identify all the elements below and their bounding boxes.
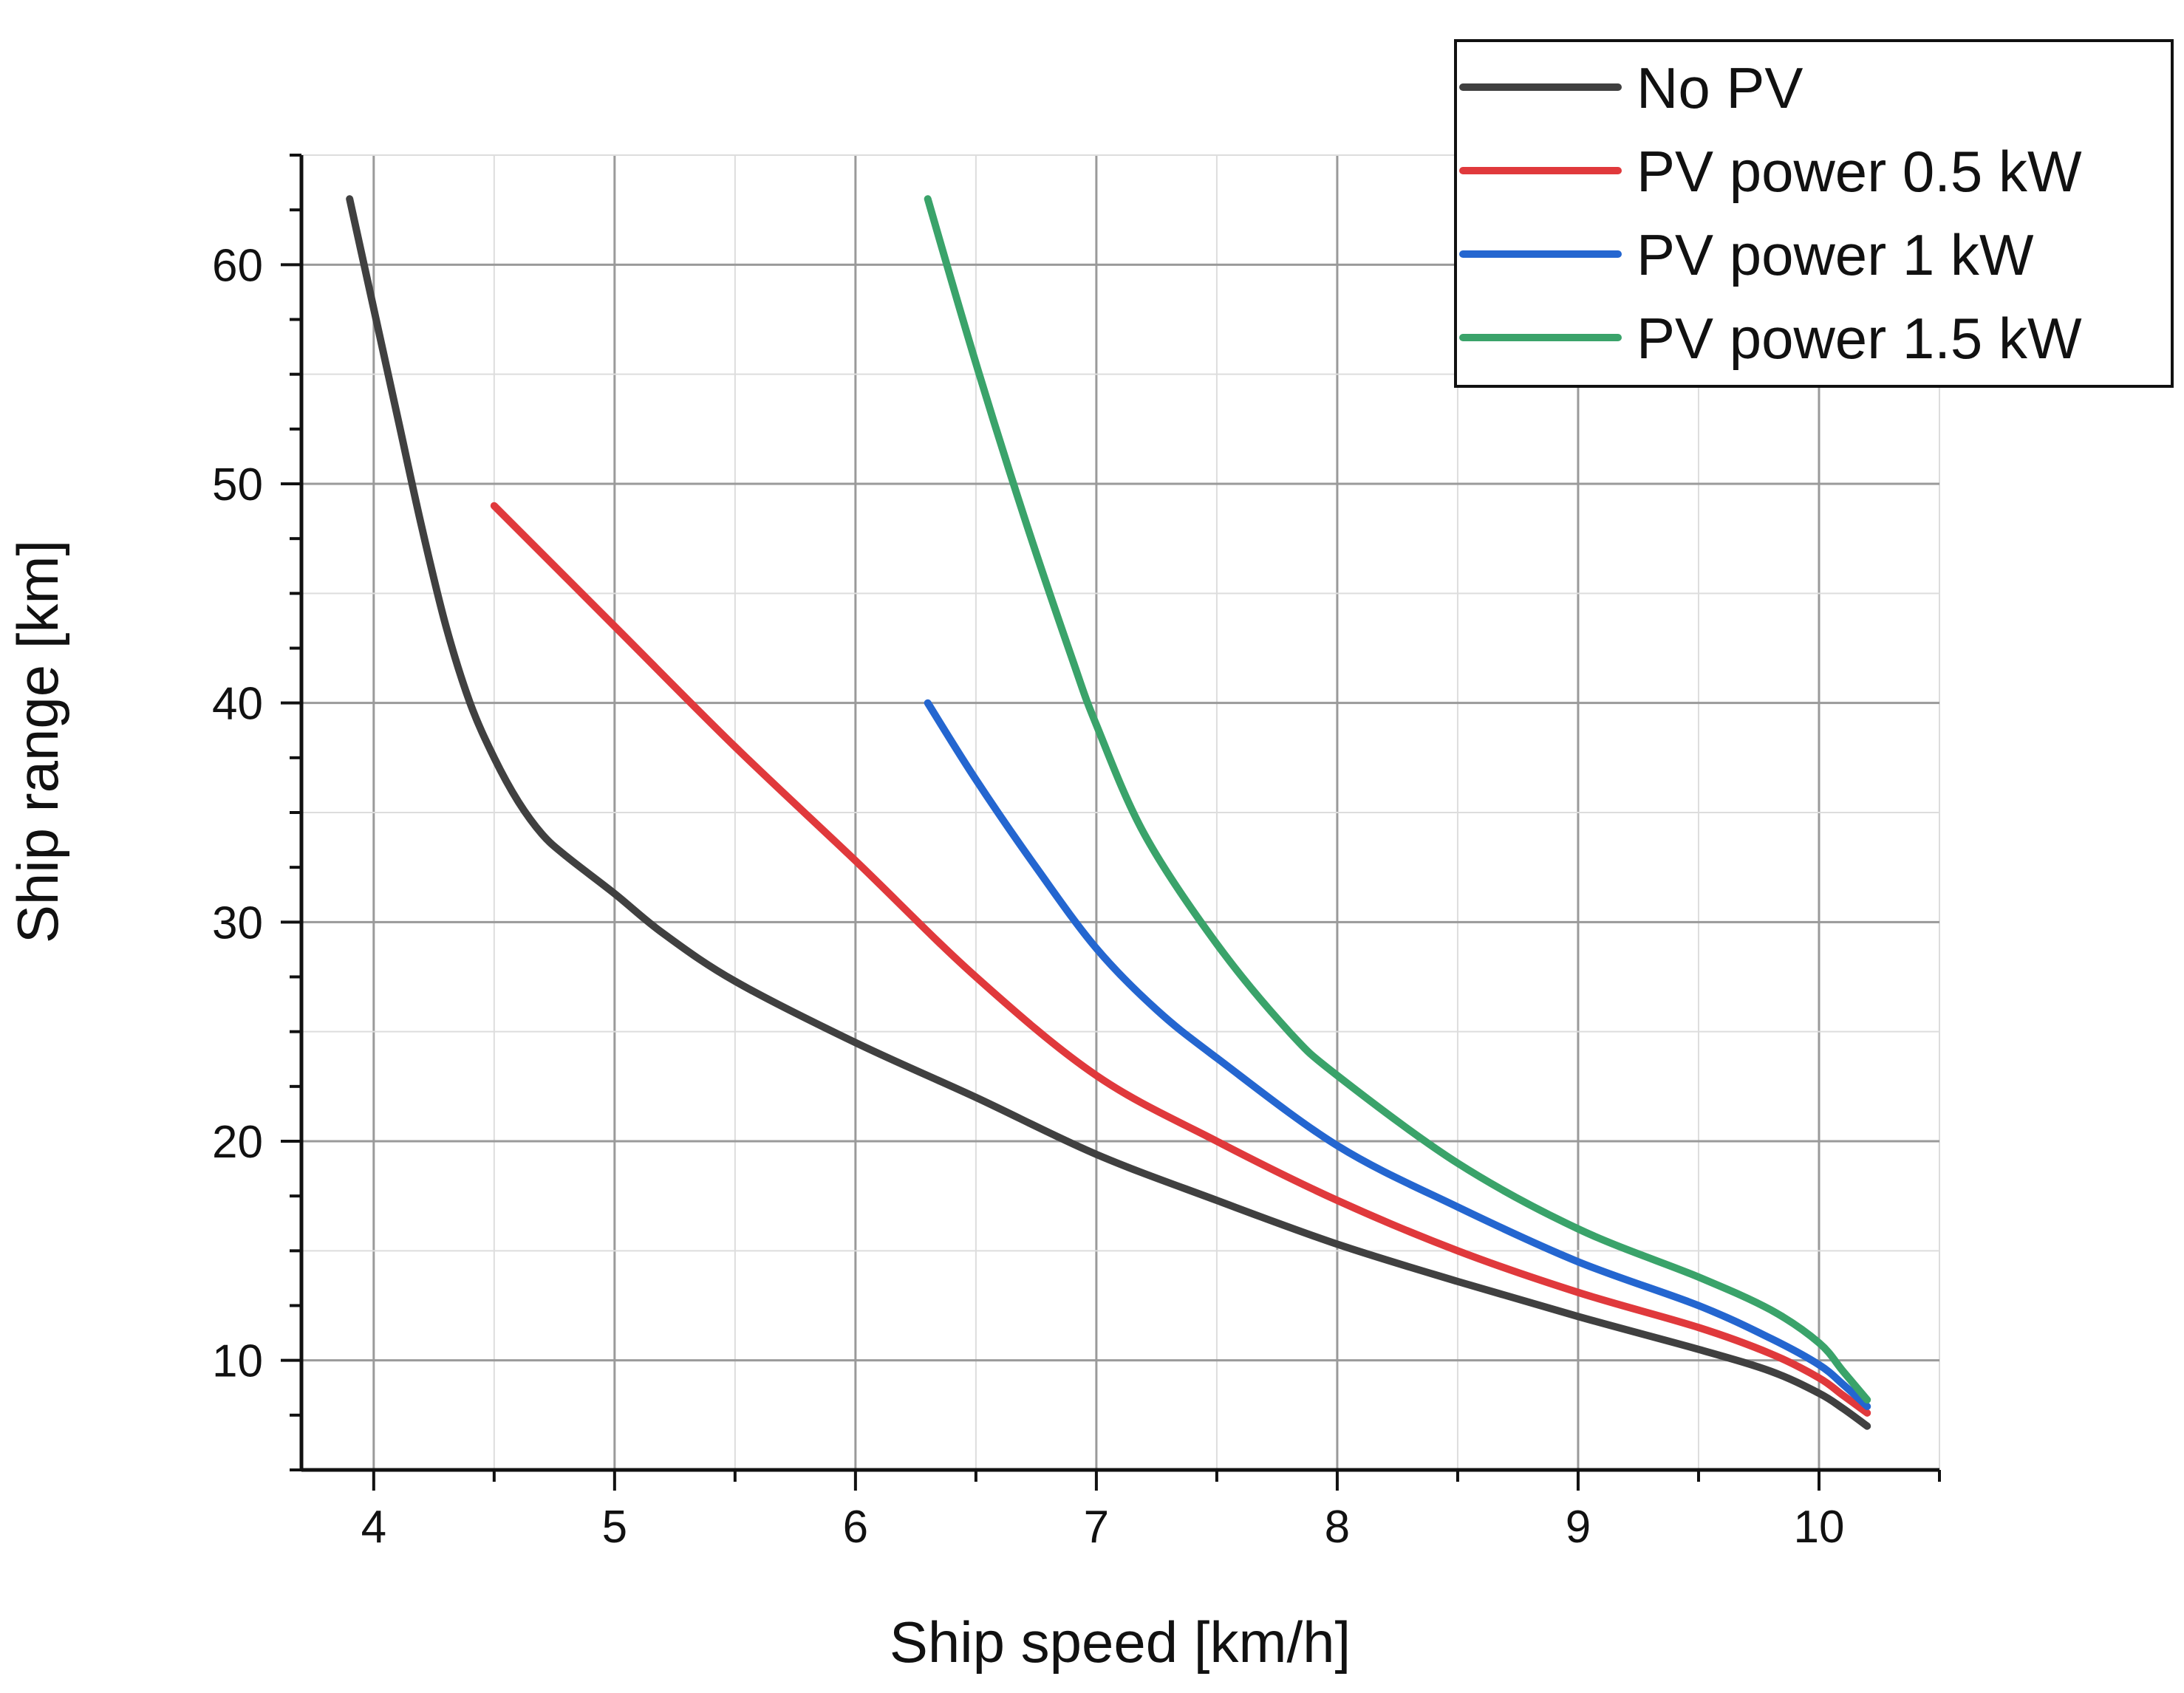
series-line-pv-power-1-kw (924, 699, 1871, 1410)
legend-items: No PV PV power 0.5 kW PV power 1 kW PV powe… (1459, 55, 2082, 371)
plot-series (346, 195, 1871, 1430)
y-axis-title: Ship range [km] (5, 540, 70, 943)
tick-labels: 4 5 6 7 8 9 10 10 20 30 40 50 60 (212, 240, 1844, 1553)
x-tick-label: 8 (1325, 1502, 1350, 1553)
y-tick-label: 10 (212, 1336, 263, 1387)
x-tick-label: 7 (1084, 1502, 1109, 1553)
y-tick-label: 20 (212, 1117, 263, 1168)
legend-label: PV power 1.5 kW (1637, 306, 2082, 371)
x-tick-label: 6 (843, 1502, 868, 1553)
series-line-pv-power-0-5-kw (490, 502, 1871, 1417)
x-tick-label: 9 (1566, 1502, 1591, 1553)
legend: No PV PV power 0.5 kW PV power 1 kW PV powe… (1454, 39, 2174, 388)
y-tick-label: 60 (212, 240, 263, 291)
legend-label: PV power 1 kW (1637, 222, 2034, 287)
legend-label: PV power 0.5 kW (1637, 139, 2082, 204)
legend-label: No PV (1637, 55, 1803, 120)
axes (281, 154, 1941, 1491)
x-tick-label: 4 (361, 1502, 386, 1553)
x-tick-label: 5 (602, 1502, 627, 1553)
y-tick-label: 50 (212, 459, 263, 510)
legend-box (1454, 39, 2174, 388)
series-line-pv-power-1-5-kw (924, 195, 1871, 1404)
x-axis-title: Ship speed [km/h] (890, 1610, 1351, 1675)
series-line-no-pv (346, 195, 1871, 1430)
x-tick-label: 10 (1794, 1502, 1845, 1553)
y-tick-label: 30 (212, 897, 263, 948)
y-tick-label: 40 (212, 679, 263, 730)
